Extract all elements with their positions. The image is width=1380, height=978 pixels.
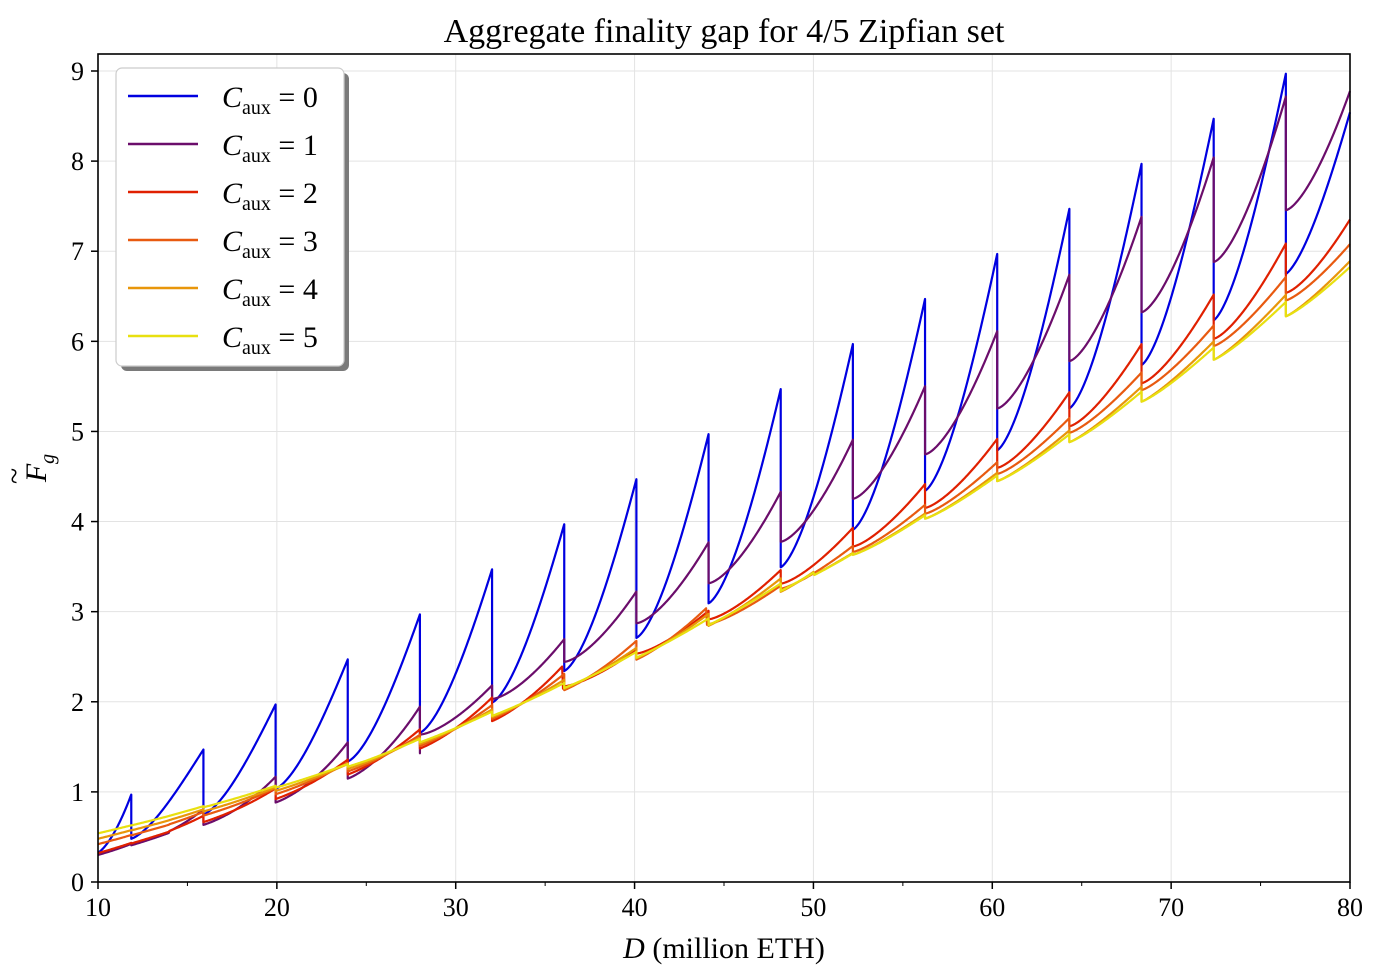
y-tick-label: 2 xyxy=(71,688,84,717)
legend-label-sub: aux xyxy=(242,97,271,119)
legend-label-var: C xyxy=(222,273,243,306)
x-axis-ticks: 10 20 30 40 50 60 70 80 xyxy=(85,882,1363,922)
legend-label-eq: = 3 xyxy=(271,225,318,258)
y-tick-label: 1 xyxy=(71,778,84,807)
x-tick-label: 60 xyxy=(979,893,1005,922)
legend-label-sub: aux xyxy=(242,241,271,263)
legend-label-eq: = 0 xyxy=(271,81,318,114)
legend-label-sub: aux xyxy=(242,145,271,167)
x-tick-label: 50 xyxy=(800,893,826,922)
legend-label-caux-5: Caux = 5 xyxy=(222,321,318,359)
legend-label-var: C xyxy=(222,129,243,162)
legend-label-caux-0: Caux = 0 xyxy=(222,81,318,119)
x-axis-label-var: D xyxy=(622,932,645,965)
legend-label-sub: aux xyxy=(242,337,271,359)
legend-label-var: C xyxy=(222,321,243,354)
legend-label-eq: = 1 xyxy=(271,129,318,162)
y-tick-label: 3 xyxy=(71,598,84,627)
series-layer xyxy=(97,72,1352,857)
y-axis-label: Fg ~ xyxy=(0,454,59,484)
legend-label-var: C xyxy=(222,81,243,114)
legend-label-eq: = 5 xyxy=(271,321,318,354)
legend-box xyxy=(115,67,345,367)
y-tick-label: 9 xyxy=(71,57,84,86)
y-tick-label: 4 xyxy=(71,508,84,537)
legend-label-caux-3: Caux = 3 xyxy=(222,225,318,263)
series-line-caux-2 xyxy=(97,218,1351,855)
x-axis-label-rest: (million ETH) xyxy=(645,932,825,965)
y-axis-label-base: F xyxy=(20,463,53,483)
x-tick-label: 70 xyxy=(1158,893,1184,922)
legend-label-sub: aux xyxy=(242,289,271,311)
x-axis-label: D (million ETH) xyxy=(622,932,825,965)
y-tick-label: 0 xyxy=(71,868,84,897)
y-axis-ticks: 0 1 2 3 4 5 6 7 8 9 xyxy=(71,57,98,897)
legend-label-sub: aux xyxy=(242,193,271,215)
y-tick-label: 5 xyxy=(71,417,84,446)
legend-label-caux-1: Caux = 1 xyxy=(222,129,318,167)
legend-label-var: C xyxy=(222,225,243,258)
x-tick-label: 10 xyxy=(85,893,111,922)
legend-label-caux-2: Caux = 2 xyxy=(222,177,318,215)
legend-label-var: C xyxy=(222,177,243,210)
legend-label-caux-4: Caux = 4 xyxy=(222,273,318,311)
x-tick-label: 20 xyxy=(264,893,290,922)
y-tick-label: 7 xyxy=(71,237,84,266)
y-tick-label: 8 xyxy=(71,147,84,176)
y-axis-label-tilde: ~ xyxy=(0,468,31,484)
y-axis-label-sub: g xyxy=(37,454,59,464)
x-tick-label: 40 xyxy=(622,893,648,922)
y-tick-label: 6 xyxy=(71,327,84,356)
legend-label-eq: = 4 xyxy=(271,273,318,306)
series-line-caux-5 xyxy=(97,266,1351,835)
svg-text:Fg: Fg xyxy=(20,454,59,483)
legend-label-eq: = 2 xyxy=(271,177,318,210)
series-line-caux-0 xyxy=(97,72,1352,854)
x-tick-label: 30 xyxy=(443,893,469,922)
chart-title: Aggregate finality gap for 4/5 Zipfian s… xyxy=(444,13,1005,50)
x-tick-label: 80 xyxy=(1337,893,1363,922)
